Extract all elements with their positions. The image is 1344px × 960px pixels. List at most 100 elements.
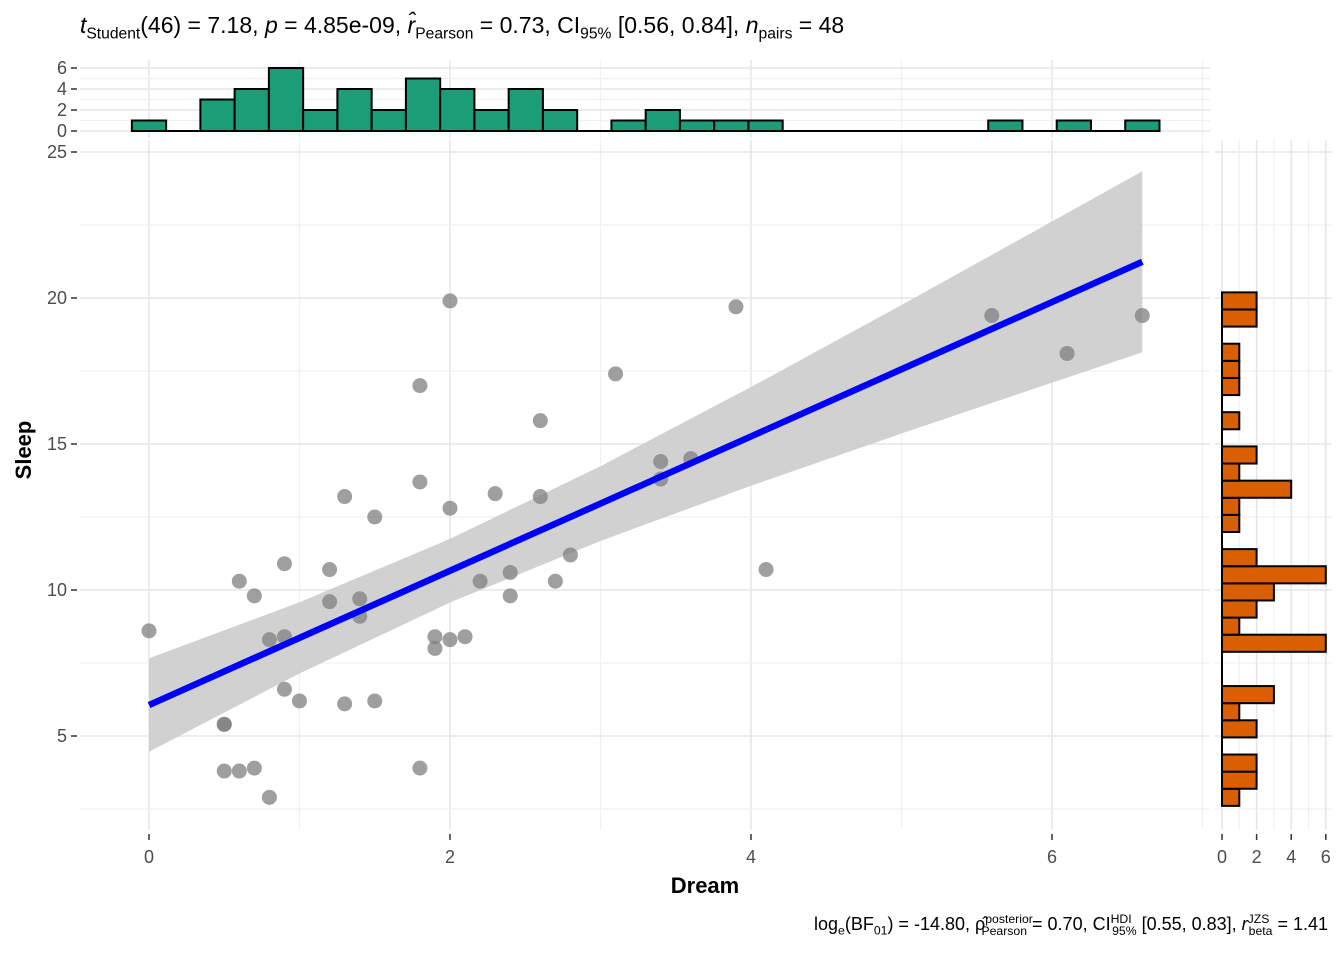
data-point	[608, 366, 624, 382]
r-sup: JZS	[1247, 912, 1270, 926]
right-hist-bar	[1221, 376, 1241, 397]
data-point	[276, 556, 292, 572]
rho-label: ρ̂	[975, 914, 986, 934]
right-hist-bar	[1221, 479, 1293, 499]
data-point	[487, 486, 503, 502]
right-hist-bar	[1221, 565, 1327, 585]
top-hist-bar	[439, 88, 476, 132]
right-hist-bar	[1221, 359, 1241, 379]
chart-subtitle: loge(BF01) = -14.80, ρ̂posteriorPearson …	[814, 912, 1328, 938]
right-hist-bar	[1221, 342, 1241, 362]
top-hist-tick-label: 2	[57, 100, 67, 120]
data-point	[412, 760, 428, 776]
top-hist-bar	[233, 88, 270, 132]
data-point	[412, 378, 428, 394]
top-hist-bar	[610, 119, 647, 132]
data-point	[231, 573, 247, 589]
data-point	[337, 696, 353, 712]
data-point	[562, 547, 578, 563]
top-hist-bar	[199, 98, 236, 132]
y-tick-label: 5	[57, 726, 67, 746]
top-hist-bar	[130, 119, 168, 132]
data-point	[322, 562, 338, 578]
x-tick-label: 4	[746, 847, 756, 867]
right-hist-bar	[1221, 719, 1258, 739]
data-point	[547, 573, 563, 589]
right-hist-bar	[1221, 633, 1327, 653]
r-label: r̂	[407, 12, 416, 38]
right-hist-bar	[1221, 548, 1258, 568]
data-point	[532, 413, 548, 429]
regression-line	[147, 258, 1144, 709]
r-sub: Pearson	[415, 25, 474, 43]
top-hist-bar	[473, 109, 510, 132]
x-axis-label: Dream	[671, 873, 739, 898]
data-point	[261, 632, 277, 648]
data-point	[216, 716, 232, 732]
right-hist-tick-label: 6	[1321, 847, 1331, 867]
right-hist-bar	[1221, 462, 1241, 482]
right-hist-bar	[1221, 308, 1258, 328]
top-hist-bar	[713, 119, 750, 132]
data-point	[502, 588, 518, 604]
right-hist-bar	[1221, 753, 1258, 773]
top-hist-bar	[541, 109, 579, 132]
r-value: = 1.41	[1272, 914, 1328, 934]
data-point	[141, 623, 157, 639]
r-sub: beta	[1248, 923, 1273, 938]
right-hist-bar	[1221, 411, 1241, 431]
top-hist-bar	[507, 88, 544, 132]
confidence-band	[149, 171, 1143, 752]
data-point	[653, 454, 669, 470]
ci-value: [0.55, 0.83],	[1136, 914, 1242, 934]
p-value: = 4.85e-09,	[277, 12, 408, 38]
data-point	[984, 308, 1000, 324]
bf-open: (BF	[844, 914, 874, 934]
right-hist-bar	[1221, 513, 1241, 534]
y-axis-label: Sleep	[11, 421, 36, 480]
x-tick-label: 0	[144, 847, 154, 867]
top-hist-tick-label: 4	[57, 79, 67, 99]
data-point	[367, 509, 383, 525]
data-point	[442, 293, 458, 309]
data-point	[728, 299, 744, 315]
top-hist-bar	[302, 109, 339, 132]
ci-value: [0.56, 0.84],	[611, 12, 746, 38]
log-sub: e	[838, 923, 845, 938]
top-hist-bar	[1055, 119, 1092, 132]
right-hist-bar	[1221, 599, 1258, 619]
data-point	[216, 763, 232, 779]
top-hist-bar	[678, 119, 716, 132]
top-hist-tick-label: 0	[57, 121, 67, 141]
n-label: n	[745, 12, 759, 38]
top-hist-bar	[267, 67, 305, 132]
top-hist-bar	[747, 119, 784, 132]
top-hist-bar	[404, 77, 442, 132]
right-hist-bar	[1221, 445, 1258, 465]
data-point	[427, 640, 443, 656]
right-hist-tick-label: 0	[1217, 847, 1227, 867]
data-point	[352, 591, 368, 607]
right-hist-bar	[1221, 685, 1275, 705]
p-label: p	[264, 12, 278, 38]
n-value: = 48	[792, 12, 845, 38]
y-tick-label: 20	[47, 288, 67, 308]
data-point	[412, 474, 428, 490]
right-hist-bar	[1221, 702, 1241, 722]
t-label: t	[80, 12, 87, 38]
data-point	[1059, 345, 1075, 361]
data-point	[442, 500, 458, 516]
data-point	[427, 629, 443, 645]
right-hist-bar	[1221, 496, 1241, 516]
top-hist-bar	[370, 109, 407, 132]
data-point	[246, 760, 262, 776]
data-point	[532, 489, 548, 505]
data-point	[322, 594, 338, 610]
log-label: log	[813, 914, 839, 934]
data-point	[261, 789, 277, 805]
right-hist-bar	[1221, 582, 1275, 602]
data-point	[758, 562, 774, 578]
right-hist-tick-label: 4	[1286, 847, 1296, 867]
top-hist-bar	[1124, 119, 1161, 132]
